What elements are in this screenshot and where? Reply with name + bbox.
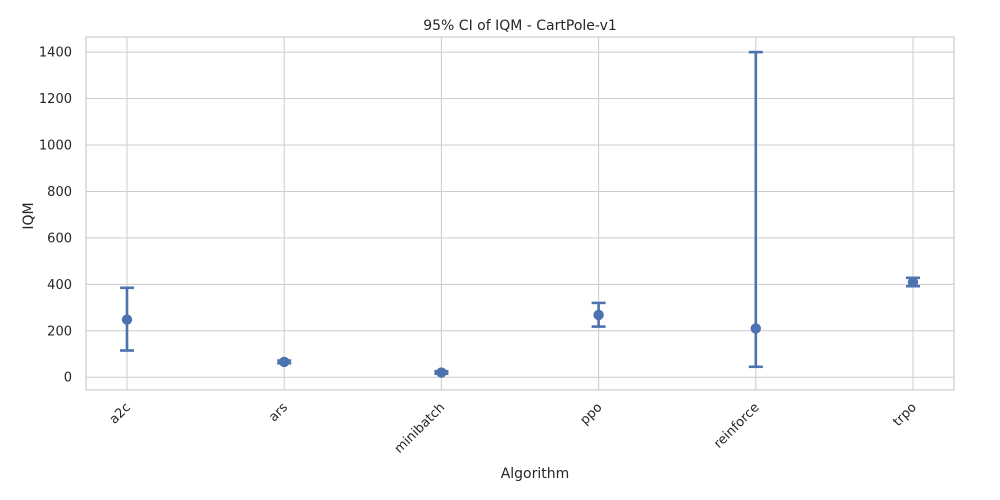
point-ppo	[593, 309, 604, 321]
y-tick-label: 800	[47, 185, 72, 200]
point-reinforce	[750, 323, 761, 334]
point-trpo	[907, 277, 919, 288]
x-axis-label: Algorithm	[501, 466, 570, 482]
y-tick-label: 1000	[39, 138, 72, 153]
x-tick-label: ppo	[578, 400, 606, 428]
y-tick-label: 1200	[39, 92, 72, 107]
y-tick-label: 1400	[39, 46, 72, 61]
plot-frame	[85, 36, 955, 391]
grid-layer	[86, 37, 954, 390]
y-tick-label: 400	[47, 278, 72, 293]
x-tick-label: minibatch	[392, 400, 448, 456]
y-tick-label: 0	[64, 371, 72, 386]
y-axis-label: IQM	[21, 202, 37, 229]
ticks-layer: 0 200 400 600 800 1000 1200 1400 a2c ars minibatch…	[39, 46, 920, 457]
chart-title: 95% CI of IQM - CartPole-v1	[423, 18, 617, 34]
x-tick-label: trpo	[890, 400, 919, 429]
x-tick-label: a2c	[107, 400, 134, 427]
y-tick-label: 600	[47, 231, 72, 246]
marks-layer	[120, 50, 920, 378]
y-tick-label: 200	[47, 324, 72, 339]
x-tick-label: reinforce	[711, 400, 762, 451]
point-minibatch	[436, 367, 447, 378]
x-tick-label: ars	[266, 400, 291, 425]
point-ars	[279, 356, 290, 368]
point-a2c	[121, 314, 133, 325]
